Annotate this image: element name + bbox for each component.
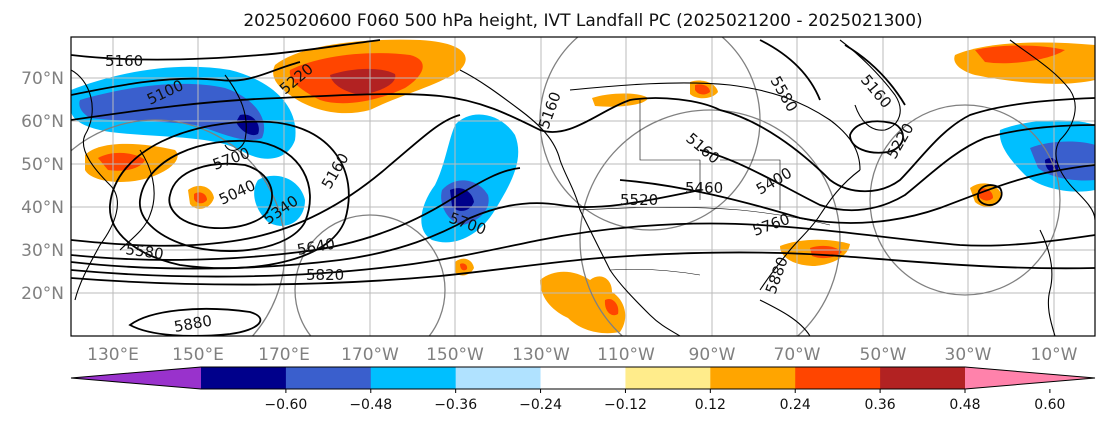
lon-label: 30°W — [945, 345, 992, 365]
coast-africa — [1039, 229, 1056, 336]
lon-label: 170°W — [341, 345, 399, 365]
shade-goa-peak — [450, 188, 474, 211]
colorbar-tick-label: −0.60 — [264, 397, 307, 413]
colorbar-outline — [70, 366, 1096, 390]
contour-5820 — [71, 251, 1095, 286]
colorbar-tick-label: 0.24 — [780, 397, 811, 413]
contour-5640 — [71, 167, 521, 261]
figure-title: 2025020600 F060 500 hPa height, IVT Land… — [243, 11, 922, 31]
ivt-shading — [71, 39, 1095, 334]
height-contours — [71, 39, 1095, 336]
colorbar-bin — [710, 367, 796, 389]
colorbar-bin — [795, 367, 881, 389]
shade-japan-core — [98, 152, 145, 171]
range-circles — [71, 37, 1061, 336]
shade-alaska-positive — [592, 93, 648, 107]
colorbar-bin — [625, 367, 711, 389]
contour-low-inner — [168, 162, 273, 230]
lon-label: 70°W — [774, 345, 821, 365]
colorbar-bin — [201, 367, 287, 389]
contour-far-north-atlantic — [844, 44, 906, 106]
contour-label: 5580 — [124, 240, 164, 263]
contour-5700 — [71, 189, 701, 270]
contour-atlantic-trough — [719, 97, 1095, 193]
shade-kamchatka-peak — [236, 114, 259, 136]
lon-label: 150°E — [172, 345, 224, 365]
contour-5160-north — [71, 39, 381, 61]
colorbar-bin — [285, 367, 372, 389]
lat-label: 20°N — [21, 284, 64, 304]
lat-label: 30°N — [21, 241, 64, 261]
colorbar: −0.60 −0.48 −0.36 −0.24 −0.12 0.12 0.24 0.36 0.4… — [70, 366, 1096, 413]
coast-south-america — [759, 299, 811, 336]
coast-europe — [1009, 39, 1095, 221]
lon-label: 90°W — [689, 345, 736, 365]
contour-5880 — [128, 308, 262, 336]
colorbar-tick-label: 0.60 — [1034, 397, 1065, 413]
lon-label: 110°W — [597, 345, 655, 365]
contour-atlantic-3 — [619, 164, 1095, 224]
contour-canada-north — [759, 39, 821, 101]
contour-5760 — [71, 222, 1095, 278]
coast-greenland — [839, 39, 901, 131]
colorbar-tick-label: 0.12 — [695, 397, 726, 413]
map-frame — [70, 36, 1096, 337]
colorbar-extend-max — [965, 367, 1095, 389]
contour-5220 — [71, 93, 721, 133]
shade-kamchatka-core — [79, 83, 265, 141]
shade-bering-peak — [330, 68, 396, 95]
contour-atlantic-2 — [699, 124, 1095, 212]
contour-greenland-low — [849, 120, 904, 154]
contour-label: 5520 — [620, 191, 658, 209]
coast-west-na — [579, 209, 681, 336]
colorbar-bin — [370, 367, 457, 389]
lon-label: 130°W — [512, 345, 570, 365]
coast-asia — [71, 69, 118, 301]
contour-label: 5160 — [105, 52, 143, 70]
lat-label: 40°N — [21, 198, 64, 218]
coast-canada — [569, 82, 861, 171]
colorbar-tick-label: −0.48 — [349, 397, 392, 413]
lat-label: 60°N — [21, 112, 64, 132]
lon-label: 150°W — [426, 345, 484, 365]
coast-japan — [119, 149, 155, 251]
colorbar-tick-label: −0.24 — [519, 397, 562, 413]
contour-label: 5460 — [685, 179, 723, 197]
coast-east-na — [759, 169, 861, 291]
longitude-labels: 130°E 150°E 170°E 170°W 150°W 130°W 110°… — [87, 345, 1078, 365]
colorbar-bin — [455, 367, 542, 389]
map-panel: 5160 5100 5220 5700 5040 5340 5160 5580 … — [71, 37, 1095, 336]
lon-label: 170°E — [258, 345, 310, 365]
shade-japan-small-core — [194, 192, 207, 204]
lon-label: 50°W — [860, 345, 907, 365]
lon-label: 10°W — [1031, 345, 1078, 365]
colorbar-tick-label: 0.48 — [949, 397, 980, 413]
contour-5580 — [71, 114, 461, 247]
colorbar-tick-label: −0.36 — [434, 397, 477, 413]
colorbar-tick-label: −0.12 — [604, 397, 647, 413]
contour-atlantic-low — [977, 184, 1003, 206]
shade-canada-core — [695, 84, 710, 95]
contour-label: 5820 — [306, 266, 344, 284]
shade-mexico-core — [604, 298, 619, 316]
colorbar-extend-min — [71, 367, 201, 389]
shade-mexico-positive — [540, 271, 626, 334]
colorbar-bin — [540, 367, 626, 389]
colorbar-tick-label: 0.36 — [865, 397, 896, 413]
shade-hawaii-core — [460, 263, 468, 271]
contour-5100 — [71, 61, 301, 96]
latitude-labels: 70°N 60°N 50°N 40°N 30°N 20°N — [21, 69, 64, 304]
lat-label: 70°N — [21, 69, 64, 89]
lat-label: 50°N — [21, 155, 64, 175]
shade-atlantic-core — [975, 45, 1065, 64]
lon-label: 130°E — [87, 345, 139, 365]
contour-low-mid — [139, 140, 311, 252]
colorbar-bin — [880, 367, 966, 389]
